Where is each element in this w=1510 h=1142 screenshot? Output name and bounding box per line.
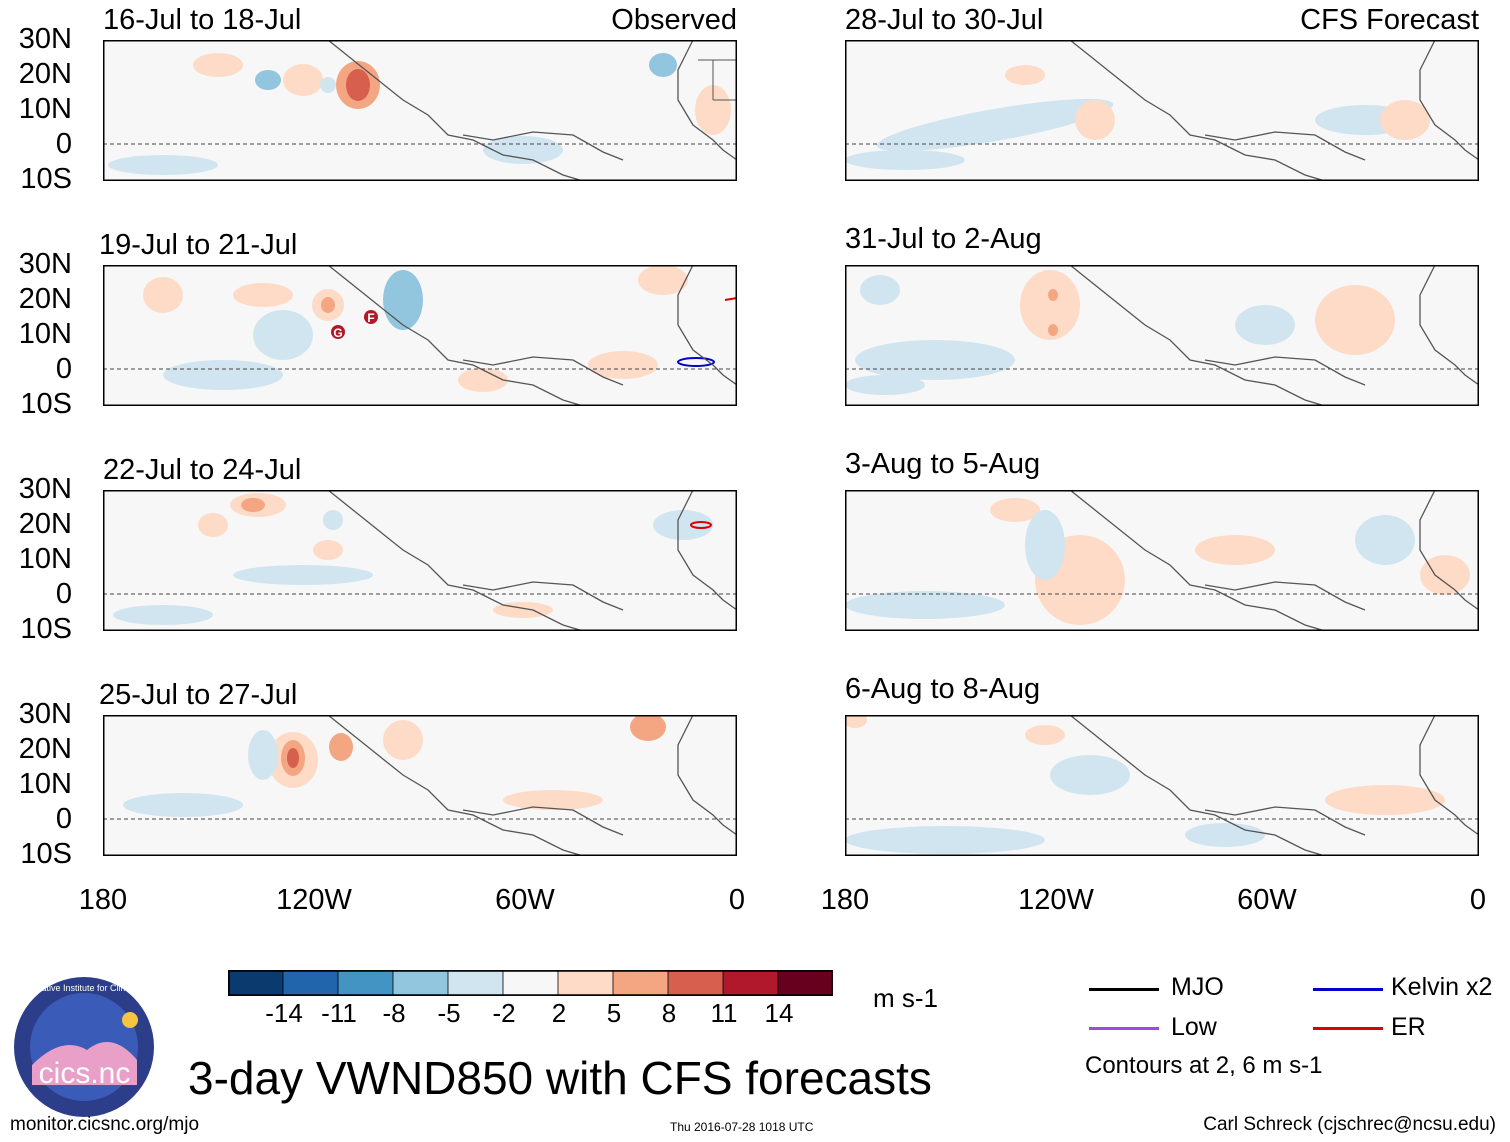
panel-date-label: 19-Jul to 21-Jul: [99, 229, 298, 261]
map-panel-left-4: [103, 715, 737, 856]
storm-marker-g-label: G: [333, 326, 342, 340]
lon-label-120w: 120W: [1018, 884, 1094, 916]
panel-tag-forecast: CFS Forecast: [1300, 4, 1479, 36]
lon-label-60w: 60W: [495, 884, 555, 916]
colorbar-label: 2: [551, 998, 567, 1028]
legend-line-er: [1313, 1027, 1383, 1030]
panel-date-label: 3-Aug to 5-Aug: [845, 448, 1041, 480]
map-panel-left-1: [103, 40, 737, 181]
legend-line-low: [1089, 1027, 1159, 1030]
panel-date-label: 16-Jul to 18-Jul: [103, 4, 302, 36]
map-panel-right-1: [845, 40, 1479, 181]
figure-title: 3-day VWND850 with CFS forecasts: [188, 1052, 932, 1104]
lat-label-0: 0: [55, 578, 72, 610]
lat-label-30n: 30N: [18, 248, 72, 280]
lat-label-10s: 10S: [20, 163, 72, 195]
colorbar-label: -11: [321, 998, 357, 1028]
colorbar-label: 11: [710, 998, 738, 1028]
logo-text: cics.nc: [38, 1057, 131, 1090]
lat-label-10s: 10S: [20, 613, 72, 645]
lat-label-10s: 10S: [20, 388, 72, 420]
legend-label-mjo: MJO: [1171, 973, 1224, 1001]
panel-date-label: 6-Aug to 8-Aug: [845, 673, 1041, 705]
lat-label-30n: 30N: [18, 698, 72, 730]
colorbar-cell: [502, 970, 559, 996]
lat-label-30n: 30N: [18, 473, 72, 505]
lat-label-10n: 10N: [18, 768, 72, 800]
coastline-africa: [677, 40, 737, 161]
colorbar-cell: [337, 970, 394, 996]
lon-label-0: 0: [1469, 884, 1487, 916]
colorbar-cell: [722, 970, 779, 996]
colorbar-cell: [777, 970, 833, 996]
lon-label-180: 180: [820, 884, 870, 916]
footer-author: Carl Schreck (cjschrec@ncsu.edu): [1203, 1114, 1496, 1135]
lat-label-30n: 30N: [18, 23, 72, 55]
colorbar-cell: [557, 970, 614, 996]
er-contour: [724, 297, 737, 301]
lat-label-20n: 20N: [18, 283, 72, 315]
lat-label-20n: 20N: [18, 58, 72, 90]
colorbar-units: m s-1: [873, 983, 938, 1013]
colorbar-label: -8: [382, 998, 406, 1028]
map-panel-right-4: [845, 715, 1479, 856]
colorbar-cell: [667, 970, 724, 996]
storm-marker-g: G: [331, 325, 345, 340]
lat-label-10n: 10N: [18, 543, 72, 575]
storm-marker-f-label: F: [367, 311, 374, 325]
map-panel-left-2: G F: [103, 265, 737, 406]
coastline-americas: [327, 40, 584, 181]
colorbar-label: 8: [661, 998, 677, 1028]
map-panel-right-2: [845, 265, 1479, 406]
colorbar-cell: [447, 970, 504, 996]
positive-anomaly-core: [346, 69, 370, 101]
panel-date-label: 28-Jul to 30-Jul: [845, 4, 1044, 36]
legend-label-kelvin: Kelvin x2: [1391, 973, 1493, 1001]
lat-label-10s: 10S: [20, 838, 72, 870]
lat-label-0: 0: [55, 128, 72, 160]
er-contour: [690, 521, 712, 529]
colorbar-cell: [612, 970, 669, 996]
colorbar-label: -2: [492, 998, 516, 1028]
lon-label-180: 180: [78, 884, 128, 916]
lon-label-60w: 60W: [1237, 884, 1297, 916]
legend-contour-note: Contours at 2, 6 m s-1: [1085, 1052, 1323, 1079]
colorbar: [228, 970, 833, 996]
panel-date-label: 25-Jul to 27-Jul: [99, 679, 298, 711]
legend-line-kelvin: [1313, 988, 1383, 991]
lat-label-0: 0: [55, 353, 72, 385]
logo-ring-text: Cooperative Institute for Climate and Sa…: [12, 983, 157, 993]
panel-date-label: 31-Jul to 2-Aug: [845, 223, 1042, 255]
lon-label-0: 0: [728, 884, 746, 916]
lat-label-20n: 20N: [18, 508, 72, 540]
colorbar-cell: [392, 970, 449, 996]
panel-tag-observed: Observed: [611, 4, 737, 36]
footer-timestamp: Thu 2016-07-28 1018 UTC: [670, 1120, 814, 1134]
colorbar-cell: [282, 970, 339, 996]
lat-label-0: 0: [55, 803, 72, 835]
colorbar-label: -5: [437, 998, 461, 1028]
footer-url: monitor.cicsnc.org/mjo: [10, 1114, 200, 1135]
lat-label-10n: 10N: [18, 93, 72, 125]
colorbar-label: 14: [764, 998, 794, 1028]
map-panel-left-3: [103, 490, 737, 631]
legend-line-mjo: [1089, 988, 1159, 991]
map-panel-right-3: [845, 490, 1479, 631]
storm-marker-f: F: [364, 310, 378, 325]
colorbar-cell: [228, 970, 284, 996]
kelvin-contour: [677, 357, 715, 367]
legend-label-low: Low: [1171, 1013, 1217, 1041]
cics-logo: Cooperative Institute for Climate and Sa…: [12, 975, 157, 1120]
lat-label-10n: 10N: [18, 318, 72, 350]
panel-date-label: 22-Jul to 24-Jul: [103, 454, 302, 486]
lon-label-120w: 120W: [276, 884, 352, 916]
legend-label-er: ER: [1391, 1013, 1426, 1041]
colorbar-label: 5: [606, 998, 622, 1028]
colorbar-label: -14: [265, 998, 303, 1028]
lat-label-20n: 20N: [18, 733, 72, 765]
